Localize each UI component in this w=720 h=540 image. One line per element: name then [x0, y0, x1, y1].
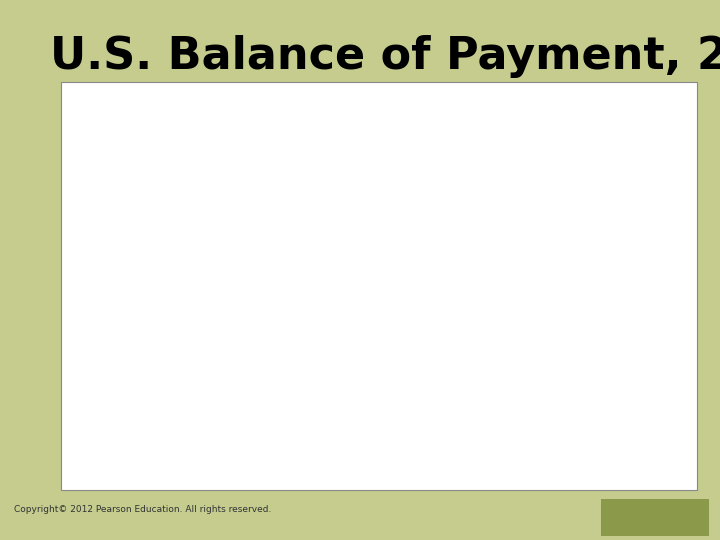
Text: 144.3: 144.3 [658, 409, 688, 419]
Text: 2159.0: 2159.0 [582, 119, 618, 129]
Text: Current Account: Current Account [68, 105, 158, 115]
Text: Official reserve assets: Official reserve assets [106, 351, 244, 361]
Text: Debit: Debit [657, 94, 688, 104]
Text: (6).  Liability:: (6). Liability: [87, 380, 183, 390]
Text: Services: Services [106, 148, 154, 158]
Text: (2).  Imports: (2). Imports [87, 177, 165, 187]
Text: Income receipts (primary income): Income receipts (primary income) [106, 163, 298, 173]
Text: Income payments (primary income): Income payments (primary income) [106, 220, 298, 231]
Text: Capital Account: Capital Account [68, 279, 158, 288]
Text: (Net U.S. acquisition of financial assets): (Net U.S. acquisition of financial asset… [132, 336, 396, 346]
Text: U.S. Balance of Payment, 2009: U.S. Balance of Payment, 2009 [50, 35, 720, 78]
Text: 52.3: 52.3 [665, 351, 688, 361]
Text: 216.0: 216.0 [588, 437, 618, 448]
Text: Net errors and omissions: Net errors and omissions [68, 467, 212, 477]
Text: 1575.4: 1575.4 [652, 192, 688, 201]
Text: (4).: (4). [87, 293, 111, 303]
Text: −0.1: −0.1 [594, 293, 618, 303]
Text: (3).  Net unilateral transfers (secondary income): (3). Net unilateral transfers (secondary… [87, 235, 381, 245]
Text: 502.3: 502.3 [588, 148, 618, 158]
Text: Goods: Goods [106, 192, 136, 201]
Text: Other assets: Other assets [106, 409, 178, 419]
Text: (5).  Asset:: (5). Asset: [87, 336, 159, 346]
Text: Credit: Credit [580, 94, 618, 104]
Text: Net financial inflows: −140.5+305.7+50.8: Net financial inflows: −140.5+305.7+50.8 [68, 437, 308, 448]
Text: 2412.5: 2412.5 [652, 177, 688, 187]
Text: 588.2: 588.2 [588, 163, 618, 173]
Text: Balance on current account: 2159.0−2412.5−124.9: Balance on current account: 2159.0−2412.… [68, 249, 351, 260]
Text: (1).  Exports: (1). Exports [87, 119, 165, 129]
Text: Official reserve assets: Official reserve assets [106, 394, 244, 404]
Text: 370.3: 370.3 [658, 206, 688, 216]
Text: 162.5: 162.5 [588, 467, 618, 477]
Text: Services: Services [106, 206, 154, 216]
Text: 305.7: 305.7 [588, 380, 618, 390]
Text: 450.0: 450.0 [588, 394, 618, 404]
Text: 378.4−216: 378.4−216 [158, 467, 218, 477]
Text: 140.5: 140.5 [658, 336, 688, 346]
Text: (7).  Financial derivatives, net: (7). Financial derivatives, net [87, 423, 279, 433]
Text: 88.2: 88.2 [665, 365, 688, 375]
Text: 13-30: 13-30 [630, 507, 683, 525]
Text: 1068.5: 1068.5 [582, 134, 618, 144]
Text: (Net U.S. incurrence of liabilities): (Net U.S. incurrence of liabilities) [147, 380, 375, 390]
Text: Financial Account: Financial Account [68, 322, 171, 332]
Text: Copyright© 2012 Pearson Education. All rights reserved.: Copyright© 2012 Pearson Education. All r… [14, 505, 271, 514]
Text: Goods: Goods [106, 134, 136, 144]
Text: 50.8: 50.8 [594, 423, 618, 433]
Text: Other assets: Other assets [106, 365, 178, 375]
Text: 124.9: 124.9 [658, 235, 688, 245]
Text: 466.8: 466.8 [658, 220, 688, 231]
Text: −378.4: −378.4 [582, 249, 618, 260]
